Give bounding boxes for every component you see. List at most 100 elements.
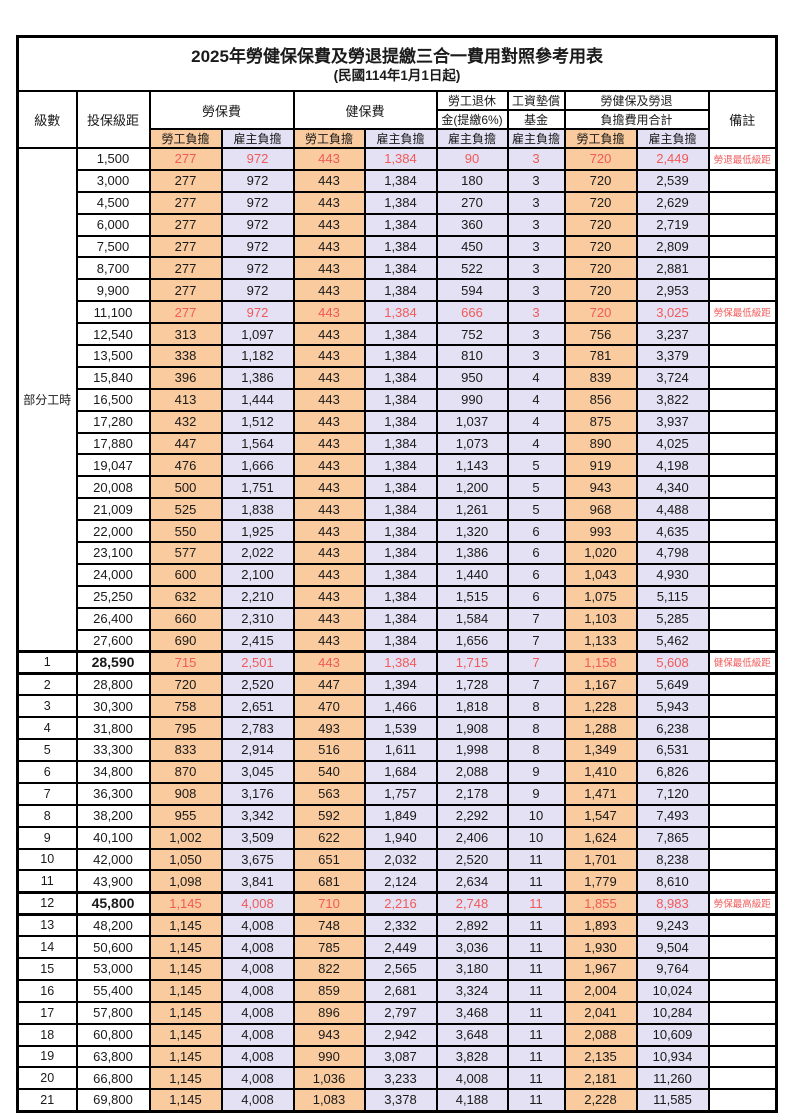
- fee-cell: 972: [220, 234, 295, 259]
- fee-cell: 443: [292, 168, 366, 193]
- fee-cell: 4: [506, 409, 566, 434]
- fee-cell: 8: [506, 716, 566, 741]
- table-row: 12,540 313 1,097 443 1,384 752 3 756 3,237: [18, 322, 778, 347]
- subheader-wage-fund-employer: 雇主負擔: [506, 128, 566, 149]
- remark-cell: [707, 190, 778, 215]
- header-remark: 備註: [707, 90, 778, 149]
- level-cell: 10: [16, 847, 78, 872]
- fee-cell: 3: [506, 168, 566, 193]
- fee-cell: 4,008: [220, 1088, 295, 1113]
- fee-cell: 4: [506, 431, 566, 456]
- table-row: 27,600 690 2,415 443 1,384 1,656 7 1,133 5,462: [18, 628, 778, 653]
- fee-cell: 443: [292, 365, 366, 390]
- fee-cell: 577: [148, 541, 223, 565]
- fee-cell: 7,120: [635, 781, 710, 806]
- fee-cell: 4,198: [635, 453, 710, 478]
- table-row: 8 38,200 955 3,342 592 1,849 2,292 10 1,547 7,493: [16, 803, 778, 828]
- level-cell: 1: [16, 649, 78, 675]
- remark-cell: [707, 256, 778, 281]
- fee-cell: 11: [506, 847, 566, 872]
- fee-cell: 9,504: [635, 935, 710, 959]
- bracket-cell: 22,000: [75, 519, 151, 544]
- remark-cell: [707, 475, 778, 500]
- fee-cell: 2,520: [220, 672, 295, 697]
- fee-cell: 4: [506, 365, 566, 390]
- bracket-cell: 3,000: [75, 168, 151, 193]
- fee-cell: 11: [506, 956, 566, 981]
- bracket-cell: 28,800: [75, 672, 151, 697]
- fee-cell: 8: [506, 694, 566, 719]
- fee-cell: 10,284: [635, 1000, 710, 1025]
- fee-cell: 11: [506, 1044, 566, 1069]
- remark-cell: 勞保最高級距: [707, 890, 778, 916]
- fee-cell: 1,701: [563, 847, 638, 872]
- fee-cell: 3,045: [220, 759, 295, 784]
- table-row: 2 28,800 720 2,520 447 1,394 1,728 7 1,167 5,649: [16, 672, 778, 697]
- fee-cell: 277: [148, 300, 223, 325]
- fee-cell: 955: [148, 803, 223, 828]
- fee-cell: 1,384: [363, 453, 438, 478]
- fee-cell: 785: [292, 935, 366, 959]
- fee-cell: 875: [563, 409, 638, 434]
- fee-cell: 2,292: [435, 803, 509, 828]
- fee-cell: 8,610: [635, 869, 710, 894]
- fee-cell: 972: [220, 168, 295, 193]
- fee-cell: 4,008: [220, 1066, 295, 1091]
- bracket-cell: 36,300: [75, 781, 151, 806]
- fee-cell: 1,715: [435, 649, 509, 675]
- fee-cell: 710: [292, 890, 366, 916]
- fee-cell: 720: [563, 190, 638, 215]
- fee-cell: 443: [292, 519, 366, 544]
- fee-cell: 720: [563, 147, 638, 171]
- table-row: 20 66,800 1,145 4,008 1,036 3,233 4,008 11 2,181…: [16, 1066, 778, 1091]
- fee-cell: 2,178: [435, 781, 509, 806]
- fee-cell: 4,930: [635, 562, 710, 587]
- bracket-cell: 12,540: [75, 322, 151, 347]
- level-cell: 9: [16, 825, 78, 850]
- fee-cell: 1,384: [363, 649, 438, 675]
- level-cell: 12: [16, 890, 78, 916]
- fee-cell: 6: [506, 519, 566, 544]
- fee-cell: 10,024: [635, 978, 710, 1003]
- fee-cell: 856: [563, 387, 638, 412]
- fee-cell: 1,384: [363, 322, 438, 347]
- fee-cell: 715: [148, 649, 223, 675]
- fee-cell: 3,828: [435, 1044, 509, 1069]
- fee-cell: 4,008: [220, 1000, 295, 1025]
- table-row: 21 69,800 1,145 4,008 1,083 3,378 4,188 11 2,228…: [16, 1088, 778, 1113]
- fee-cell: 277: [148, 190, 223, 215]
- fee-cell: 10,934: [635, 1044, 710, 1069]
- fee-cell: 1,083: [292, 1088, 366, 1113]
- fee-cell: 1,384: [363, 234, 438, 259]
- table-row: 23,100 577 2,022 443 1,384 1,386 6 1,020 4,798: [18, 541, 778, 565]
- fee-cell: 1,908: [435, 716, 509, 741]
- fee-cell: 3,379: [635, 344, 710, 368]
- fee-cell: 2,681: [363, 978, 438, 1003]
- fee-cell: 4,008: [435, 1066, 509, 1091]
- fee-cell: 4: [506, 387, 566, 412]
- remark-cell: [707, 453, 778, 478]
- fee-cell: 443: [292, 541, 366, 565]
- fee-cell: 4,488: [635, 497, 710, 522]
- remark-cell: [707, 694, 778, 719]
- fee-cell: 1,097: [220, 322, 295, 347]
- remark-cell: [707, 234, 778, 259]
- fee-cell: 748: [292, 913, 366, 938]
- level-cell: 7: [16, 781, 78, 806]
- fee-cell: 1,050: [148, 847, 223, 872]
- fee-cell: 443: [292, 584, 366, 609]
- table-row: 3 30,300 758 2,651 470 1,466 1,818 8 1,228 5,943: [16, 694, 778, 719]
- fee-cell: 1,075: [563, 584, 638, 609]
- fee-cell: 1,584: [435, 606, 509, 631]
- fee-cell: 1,145: [148, 1044, 223, 1069]
- fee-cell: 720: [563, 234, 638, 259]
- fee-cell: 10,609: [635, 1022, 710, 1047]
- fee-cell: 8,983: [635, 890, 710, 916]
- fee-cell: 3,509: [220, 825, 295, 850]
- table-row: 13 48,200 1,145 4,008 748 2,332 2,892 11 1,893 9,…: [16, 913, 778, 938]
- fee-cell: 443: [292, 256, 366, 281]
- fee-cell: 4,008: [220, 890, 295, 916]
- fee-cell: 443: [292, 497, 366, 522]
- fee-cell: 2,228: [563, 1088, 638, 1113]
- fee-cell: 3,233: [363, 1066, 438, 1091]
